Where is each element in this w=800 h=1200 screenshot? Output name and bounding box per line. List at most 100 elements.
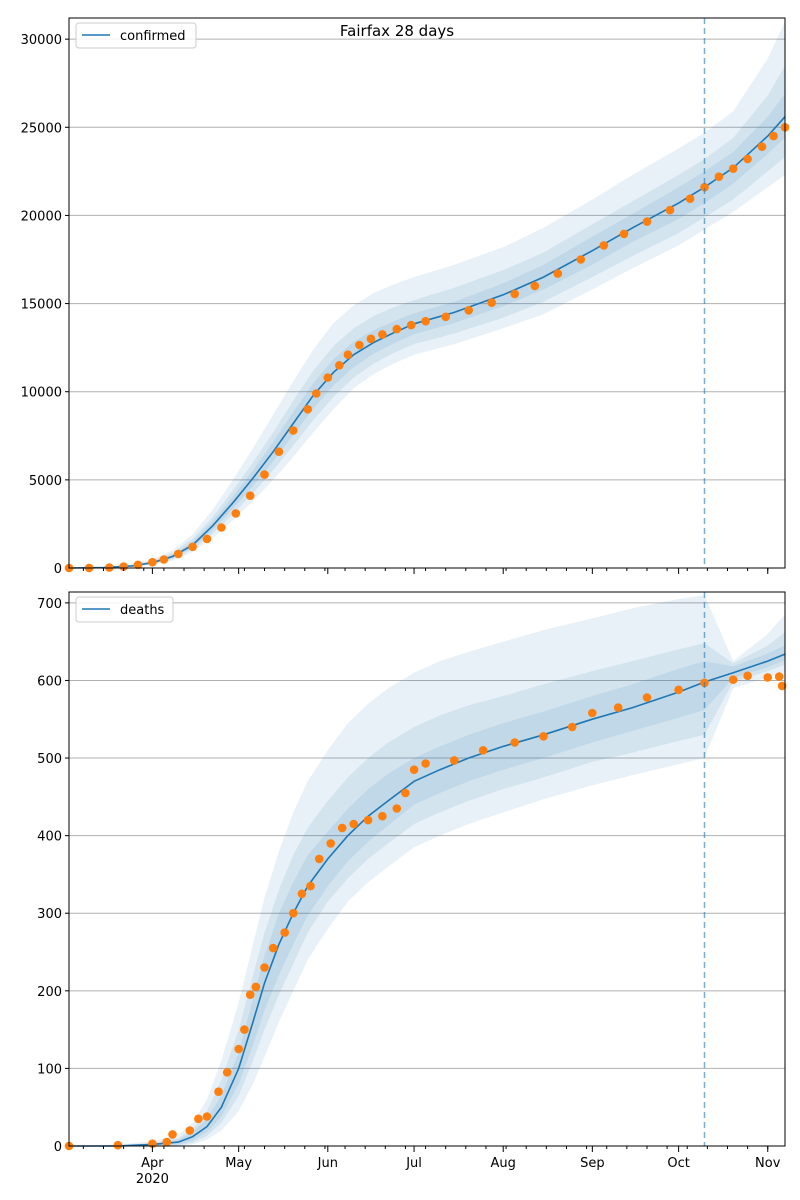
observed-point	[174, 549, 183, 559]
observed-point	[349, 819, 359, 829]
observed-point	[619, 229, 629, 239]
observed-point	[567, 722, 577, 732]
x-tick-label: Aug	[491, 1156, 516, 1171]
observed-point	[355, 340, 364, 350]
observed-point	[363, 815, 373, 825]
observed-point	[728, 164, 738, 173]
observed-point	[599, 241, 609, 250]
observed-point	[323, 373, 333, 382]
observed-point	[194, 1114, 203, 1124]
observed-point	[613, 703, 623, 712]
observed-point	[642, 217, 652, 226]
x-tick-label: Oct	[667, 1156, 689, 1171]
observed-point	[159, 555, 169, 564]
x-tick-label: Apr	[141, 1156, 164, 1171]
observed-point	[133, 560, 143, 570]
axes-frame	[68, 591, 786, 1147]
observed-point	[763, 673, 772, 682]
y-tick-label: 200	[37, 985, 62, 1000]
observed-point	[378, 330, 387, 339]
uncertainty-band	[69, 65, 785, 568]
observed-point	[777, 681, 787, 691]
legend-box	[75, 596, 174, 623]
observed-point	[553, 269, 563, 278]
y-tick-label: 30000	[21, 33, 62, 48]
observed-point	[280, 928, 290, 937]
observed-point	[685, 194, 695, 203]
confirmed-panel: 0 5000 10000 15000 20000 25000 30000 confirmed	[21, 17, 790, 577]
observed-point	[674, 685, 683, 695]
observed-point	[366, 334, 376, 344]
observed-point	[700, 182, 709, 192]
y-tick-label: 400	[37, 830, 62, 845]
x-tick-label: May	[225, 1156, 252, 1171]
observed-point	[530, 281, 540, 291]
observed-point	[303, 405, 313, 414]
y-tick-label: 600	[37, 674, 62, 689]
model-line	[69, 653, 786, 1147]
deaths-panel: 0 100 200 300 400 500 600 700 deaths	[37, 591, 787, 1155]
observed-point	[337, 823, 347, 833]
legend-box	[75, 22, 197, 49]
observed-point	[409, 765, 419, 774]
figure-title: Fairfax 28 days	[340, 22, 454, 40]
y-tick-label: 100	[37, 1062, 62, 1077]
y-tick-label: 0	[54, 562, 62, 577]
legend-label: confirmed	[120, 29, 186, 44]
observed-point	[222, 1068, 232, 1077]
observed-point	[464, 306, 474, 315]
observed-point	[240, 1025, 249, 1034]
observed-point	[510, 289, 519, 299]
observed-point	[268, 943, 278, 953]
y-tick-label: 25000	[21, 121, 62, 136]
x-tick-label: Nov	[755, 1156, 781, 1171]
axes-frame	[68, 17, 786, 569]
x-year-label: 2020	[136, 1172, 169, 1187]
y-tick-label: 0	[54, 1140, 62, 1155]
observed-point	[743, 154, 752, 164]
observed-point	[306, 881, 315, 891]
observed-point	[743, 671, 752, 681]
observed-point	[251, 982, 261, 992]
observed-point	[202, 534, 212, 544]
uncertainty-band	[69, 595, 785, 1146]
observed-point	[312, 389, 321, 398]
observed-point	[162, 1137, 172, 1147]
observed-point	[289, 908, 298, 918]
observed-point	[314, 854, 324, 864]
observed-point	[642, 693, 652, 702]
y-tick-label: 20000	[21, 209, 62, 224]
observed-point	[185, 1126, 195, 1135]
observed-point	[441, 312, 451, 322]
legend: confirmed	[75, 22, 197, 49]
legend: deaths	[75, 596, 174, 623]
observed-point	[450, 756, 459, 765]
observed-point	[202, 1112, 212, 1121]
observed-point	[769, 131, 778, 141]
observed-point	[714, 172, 724, 181]
shared-x-axis: Apr May Jun Jul Aug Sep Oct Nov 2020	[136, 1156, 781, 1187]
observed-point	[487, 298, 497, 308]
observed-point	[665, 205, 675, 215]
x-tick-label: Sep	[580, 1156, 605, 1171]
observed-point	[588, 708, 597, 718]
observed-point	[168, 1130, 177, 1139]
observed-point	[274, 447, 284, 457]
observed-point	[478, 746, 488, 755]
observed-point	[297, 889, 307, 899]
observed-point	[289, 426, 298, 435]
observed-point	[326, 839, 336, 848]
observed-point	[343, 350, 353, 360]
observed-point	[421, 316, 430, 326]
observed-point	[392, 324, 402, 334]
y-tick-label: 700	[37, 597, 62, 612]
uncertainty-band	[69, 632, 785, 1146]
observed-point	[260, 963, 269, 972]
observed-point	[757, 142, 767, 151]
legend-label: deaths	[120, 603, 165, 618]
y-tick-label: 15000	[21, 298, 62, 313]
observed-point	[576, 255, 586, 264]
x-tick-label: Jul	[405, 1156, 422, 1171]
observed-point	[774, 672, 784, 681]
